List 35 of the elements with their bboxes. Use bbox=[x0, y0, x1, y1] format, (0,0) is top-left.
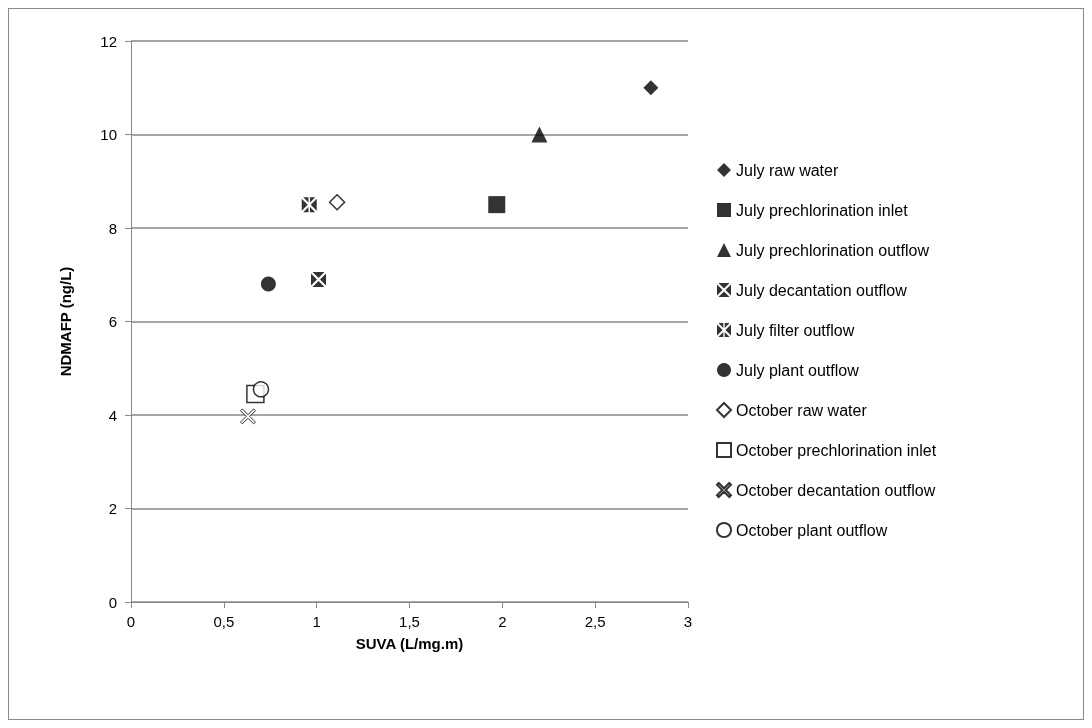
legend-label: July prechlorination inlet bbox=[736, 201, 909, 219]
legend-label: July plant outflow bbox=[736, 361, 860, 379]
y-tick-label: 10 bbox=[100, 126, 117, 143]
x-tick-label: 0 bbox=[126, 613, 136, 630]
legend-label: October prechlorination inlet bbox=[736, 441, 937, 459]
point bbox=[301, 197, 317, 213]
point bbox=[311, 271, 327, 287]
x-axis-title: SUVA (L/mg.m) bbox=[355, 635, 464, 652]
legend-label: July raw water bbox=[736, 161, 839, 179]
y-axis-title: NDMAFP (ng/L) bbox=[57, 266, 74, 377]
legend-label: October decantation outflow bbox=[736, 481, 936, 499]
legend-label: October plant outflow bbox=[736, 521, 888, 539]
legend-label: July filter outflow bbox=[736, 321, 855, 339]
x-tick-label: 2 bbox=[498, 613, 507, 630]
x-tick-label: 2,5 bbox=[584, 613, 606, 630]
point bbox=[260, 276, 276, 292]
x-tick-label: 1,5 bbox=[399, 613, 420, 630]
y-tick-label: 4 bbox=[108, 406, 117, 424]
legend-label: July decantation outflow bbox=[736, 281, 908, 299]
point bbox=[488, 196, 506, 214]
y-tick-label: 6 bbox=[108, 313, 117, 330]
legend-label: October raw water bbox=[736, 401, 868, 419]
y-tick-label: 8 bbox=[108, 219, 117, 237]
legend-label: July prechlorination outflow bbox=[736, 241, 930, 259]
x-tick-label: 3 bbox=[683, 613, 693, 630]
point bbox=[328, 194, 346, 211]
x-tick-label: 1 bbox=[312, 613, 321, 630]
y-tick-label: 2 bbox=[108, 500, 117, 517]
point bbox=[252, 381, 270, 398]
point bbox=[239, 408, 256, 425]
point bbox=[643, 80, 659, 96]
y-tick-label: 12 bbox=[100, 32, 117, 50]
y-tick-label: 0 bbox=[108, 593, 117, 611]
x-tick-label: 0,5 bbox=[213, 613, 235, 630]
point bbox=[531, 126, 548, 143]
